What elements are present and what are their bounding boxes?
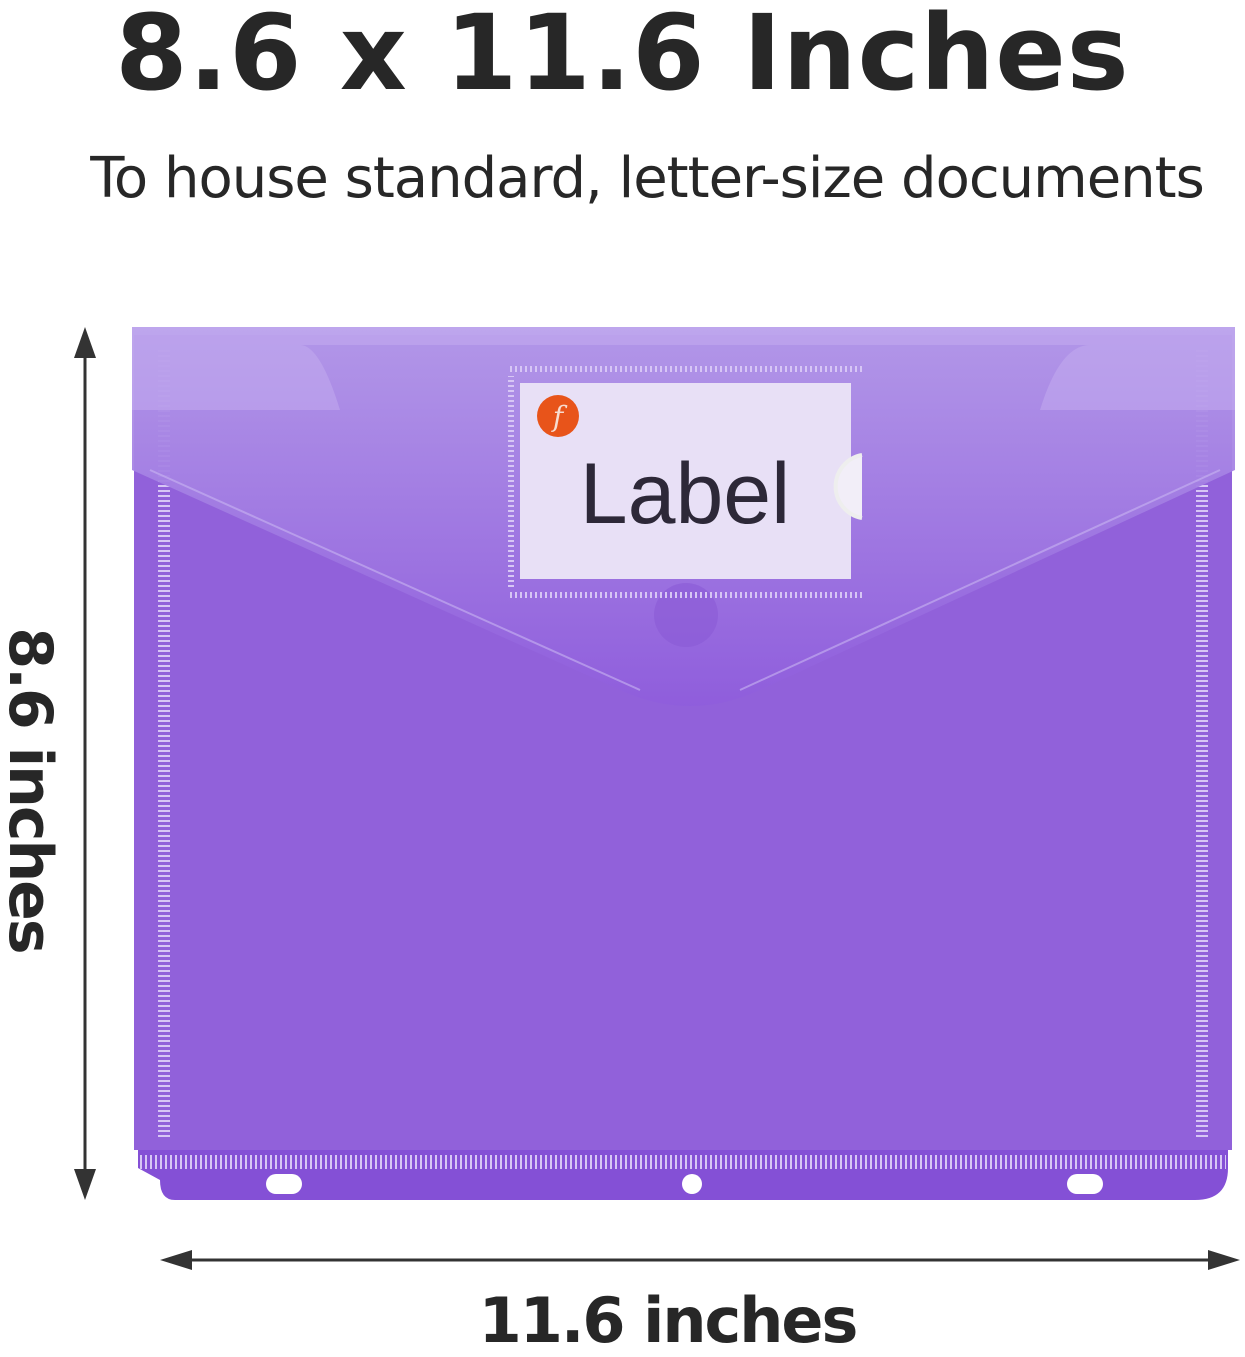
label-pocket: f bbox=[508, 366, 864, 598]
binder-hole bbox=[682, 1174, 702, 1194]
label-card-text: Label bbox=[579, 446, 791, 542]
binder-hole bbox=[1067, 1174, 1103, 1194]
height-arrow bbox=[74, 327, 96, 1200]
brand-logo: f bbox=[537, 395, 579, 437]
page-title: 8.6 x 11.6 Inches bbox=[115, 0, 1130, 114]
binder-hole bbox=[266, 1174, 302, 1194]
snap-button bbox=[654, 583, 718, 647]
width-arrow bbox=[160, 1250, 1240, 1270]
page-subtitle: To house standard, letter-size documents bbox=[90, 146, 1205, 211]
width-dimension-label: 11.6 inches bbox=[478, 1284, 859, 1357]
height-dimension-label: 8.6 inches bbox=[0, 627, 65, 953]
